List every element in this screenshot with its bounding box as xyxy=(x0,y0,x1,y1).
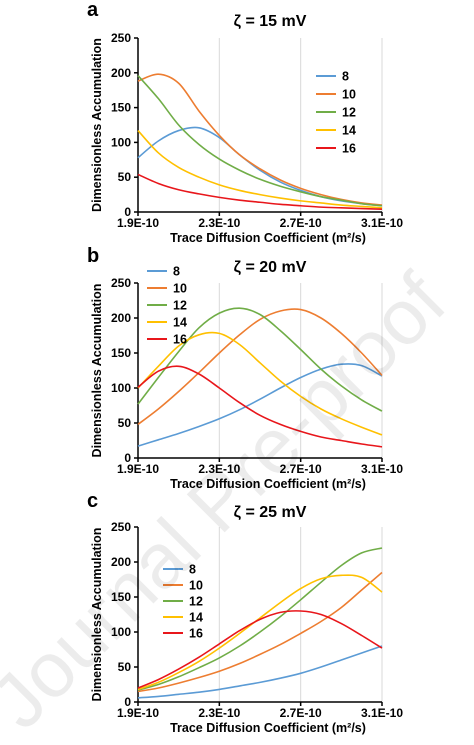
x-tick-label: 2.3E-10 xyxy=(198,706,240,720)
y-tick-label: 0 xyxy=(124,695,131,709)
x-tick-label: 1.9E-10 xyxy=(117,462,159,476)
panel-label: a xyxy=(87,0,99,21)
y-tick-label: 250 xyxy=(111,520,131,534)
y-tick-label: 0 xyxy=(124,451,131,465)
x-axis-label: Trace Diffusion Coefficient (m²/s) xyxy=(170,231,366,245)
y-axis-label: Dimensionless Accumulation xyxy=(90,284,104,458)
watermark: Journal Pre-proof xyxy=(0,257,462,745)
y-tick-label: 0 xyxy=(124,205,131,219)
chart-panel-c: 0 50 100 150 200 250 1.9E-10 2.3E-10 2.7E-10 3.1E… xyxy=(87,490,403,735)
legend-label: 10 xyxy=(342,88,356,102)
x-tick-label: 1.9E-10 xyxy=(117,216,159,230)
y-tick-label: 200 xyxy=(111,311,131,325)
legend-label: 10 xyxy=(173,282,187,296)
legend-label: 8 xyxy=(173,265,180,279)
series-line-16 xyxy=(137,365,383,448)
y-tick-label: 150 xyxy=(111,346,131,360)
chart-title: ζ = 15 mV xyxy=(234,13,307,30)
series-line-10 xyxy=(137,308,383,426)
series-line-8 xyxy=(137,363,383,447)
y-tick-label: 50 xyxy=(118,660,132,674)
legend-label: 14 xyxy=(173,316,187,330)
legend-label: 8 xyxy=(189,563,196,577)
y-tick-label: 250 xyxy=(111,31,131,45)
y-tick-label: 50 xyxy=(118,170,132,184)
chart-title: ζ = 25 mV xyxy=(234,504,307,521)
y-axis-label: Dimensionless Accumulation xyxy=(90,528,104,702)
legend-label: 14 xyxy=(342,124,356,138)
x-tick-label: 2.3E-10 xyxy=(198,216,240,230)
series-line-14 xyxy=(137,331,383,436)
panel-label: c xyxy=(87,490,98,512)
x-tick-label: 3.1E-10 xyxy=(361,216,403,230)
series-line-12 xyxy=(137,75,383,207)
series-line-14 xyxy=(137,130,383,209)
y-tick-label: 200 xyxy=(111,555,131,569)
legend-label: 16 xyxy=(173,333,187,347)
legend-label: 12 xyxy=(173,299,187,313)
series-line-10 xyxy=(137,571,383,693)
chart-panel-a: 0 50 100 150 200 250 1.9E-10 2.3E-10 2.7E-10 3.1E… xyxy=(87,0,403,245)
series-line-14 xyxy=(137,574,383,691)
x-tick-label: 3.1E-10 xyxy=(361,706,403,720)
legend-label: 16 xyxy=(189,627,203,641)
legend-label: 10 xyxy=(189,579,203,593)
y-tick-label: 200 xyxy=(111,66,131,80)
x-tick-label: 3.1E-10 xyxy=(361,462,403,476)
series-line-12 xyxy=(137,307,383,412)
chart-panel-b: 0 50 100 150 200 250 1.9E-10 2.3E-10 2.7E-10 3.1E… xyxy=(87,245,403,491)
y-tick-label: 250 xyxy=(111,276,131,290)
legend-label: 12 xyxy=(189,595,203,609)
series-line-16 xyxy=(137,173,383,211)
y-tick-label: 100 xyxy=(111,135,131,149)
y-tick-label: 50 xyxy=(118,416,132,430)
y-tick-label: 150 xyxy=(111,101,131,115)
legend-label: 8 xyxy=(342,70,349,84)
chart-title: ζ = 20 mV xyxy=(234,259,307,276)
y-tick-label: 150 xyxy=(111,590,131,604)
x-tick-label: 2.3E-10 xyxy=(198,462,240,476)
series-line-8 xyxy=(137,645,383,699)
legend-label: 16 xyxy=(342,142,356,156)
panel-label: b xyxy=(87,245,99,267)
y-axis-label: Dimensionless Accumulation xyxy=(90,38,104,212)
legend-label: 12 xyxy=(342,106,356,120)
series-line-16 xyxy=(137,610,383,689)
x-axis-label: Trace Diffusion Coefficient (m²/s) xyxy=(170,721,366,735)
x-tick-label: 2.7E-10 xyxy=(280,462,322,476)
legend-label: 14 xyxy=(189,611,203,625)
y-tick-label: 100 xyxy=(111,625,131,639)
x-tick-label: 1.9E-10 xyxy=(117,706,159,720)
y-tick-label: 100 xyxy=(111,381,131,395)
x-axis-label: Trace Diffusion Coefficient (m²/s) xyxy=(170,477,366,491)
series-line-12 xyxy=(137,547,383,691)
x-tick-label: 2.7E-10 xyxy=(280,216,322,230)
x-tick-label: 2.7E-10 xyxy=(280,706,322,720)
